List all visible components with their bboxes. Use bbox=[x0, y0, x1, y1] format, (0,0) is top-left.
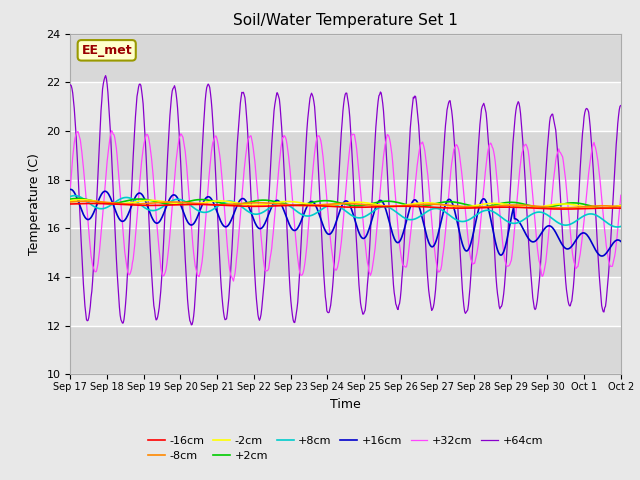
Line: -2cm: -2cm bbox=[70, 200, 621, 208]
Line: +64cm: +64cm bbox=[70, 76, 621, 325]
Bar bbox=[70, 228, 621, 277]
Line: -16cm: -16cm bbox=[70, 204, 621, 209]
Bar bbox=[70, 180, 621, 228]
Bar bbox=[70, 82, 621, 131]
Line: +8cm: +8cm bbox=[70, 196, 621, 227]
Line: +16cm: +16cm bbox=[70, 190, 621, 256]
Line: +32cm: +32cm bbox=[70, 131, 621, 281]
Legend: -16cm, -8cm, -2cm, +2cm, +8cm, +16cm, +32cm, +64cm: -16cm, -8cm, -2cm, +2cm, +8cm, +16cm, +3… bbox=[144, 431, 547, 466]
Bar bbox=[70, 277, 621, 326]
Line: -8cm: -8cm bbox=[70, 201, 621, 208]
Title: Soil/Water Temperature Set 1: Soil/Water Temperature Set 1 bbox=[233, 13, 458, 28]
Text: EE_met: EE_met bbox=[81, 44, 132, 57]
Y-axis label: Temperature (C): Temperature (C) bbox=[28, 153, 41, 255]
Bar bbox=[70, 131, 621, 180]
Line: +2cm: +2cm bbox=[70, 198, 621, 208]
Bar bbox=[70, 34, 621, 82]
X-axis label: Time: Time bbox=[330, 397, 361, 410]
Bar bbox=[70, 326, 621, 374]
